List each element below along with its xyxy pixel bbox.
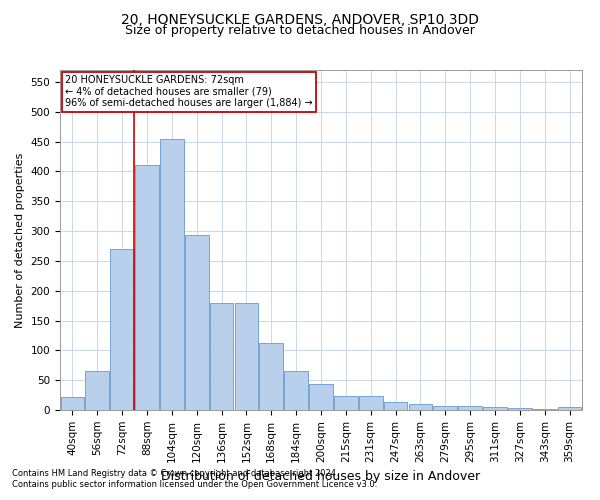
Bar bbox=[210, 303, 233, 410]
Y-axis label: Number of detached properties: Number of detached properties bbox=[15, 152, 25, 328]
Bar bbox=[483, 407, 507, 410]
Bar bbox=[409, 404, 432, 410]
Bar bbox=[110, 249, 134, 410]
Text: 20, HONEYSUCKLE GARDENS, ANDOVER, SP10 3DD: 20, HONEYSUCKLE GARDENS, ANDOVER, SP10 3… bbox=[121, 12, 479, 26]
Bar bbox=[309, 384, 333, 410]
Bar bbox=[533, 409, 557, 410]
Bar bbox=[160, 138, 184, 410]
Bar bbox=[458, 406, 482, 410]
Text: Size of property relative to detached houses in Andover: Size of property relative to detached ho… bbox=[125, 24, 475, 37]
Bar bbox=[85, 371, 109, 410]
Text: Contains HM Land Registry data © Crown copyright and database right 2024.: Contains HM Land Registry data © Crown c… bbox=[12, 468, 338, 477]
Bar bbox=[433, 406, 457, 410]
Bar bbox=[185, 235, 209, 410]
Bar bbox=[235, 303, 258, 410]
Bar bbox=[259, 343, 283, 410]
Bar bbox=[61, 397, 84, 410]
Bar bbox=[334, 396, 358, 410]
Text: 20 HONEYSUCKLE GARDENS: 72sqm
← 4% of detached houses are smaller (79)
96% of se: 20 HONEYSUCKLE GARDENS: 72sqm ← 4% of de… bbox=[65, 75, 313, 108]
Bar bbox=[135, 166, 159, 410]
Bar bbox=[284, 371, 308, 410]
Text: Contains public sector information licensed under the Open Government Licence v3: Contains public sector information licen… bbox=[12, 480, 377, 489]
Bar bbox=[508, 408, 532, 410]
X-axis label: Distribution of detached houses by size in Andover: Distribution of detached houses by size … bbox=[161, 470, 481, 483]
Bar bbox=[384, 402, 407, 410]
Bar bbox=[558, 407, 581, 410]
Bar bbox=[359, 396, 383, 410]
